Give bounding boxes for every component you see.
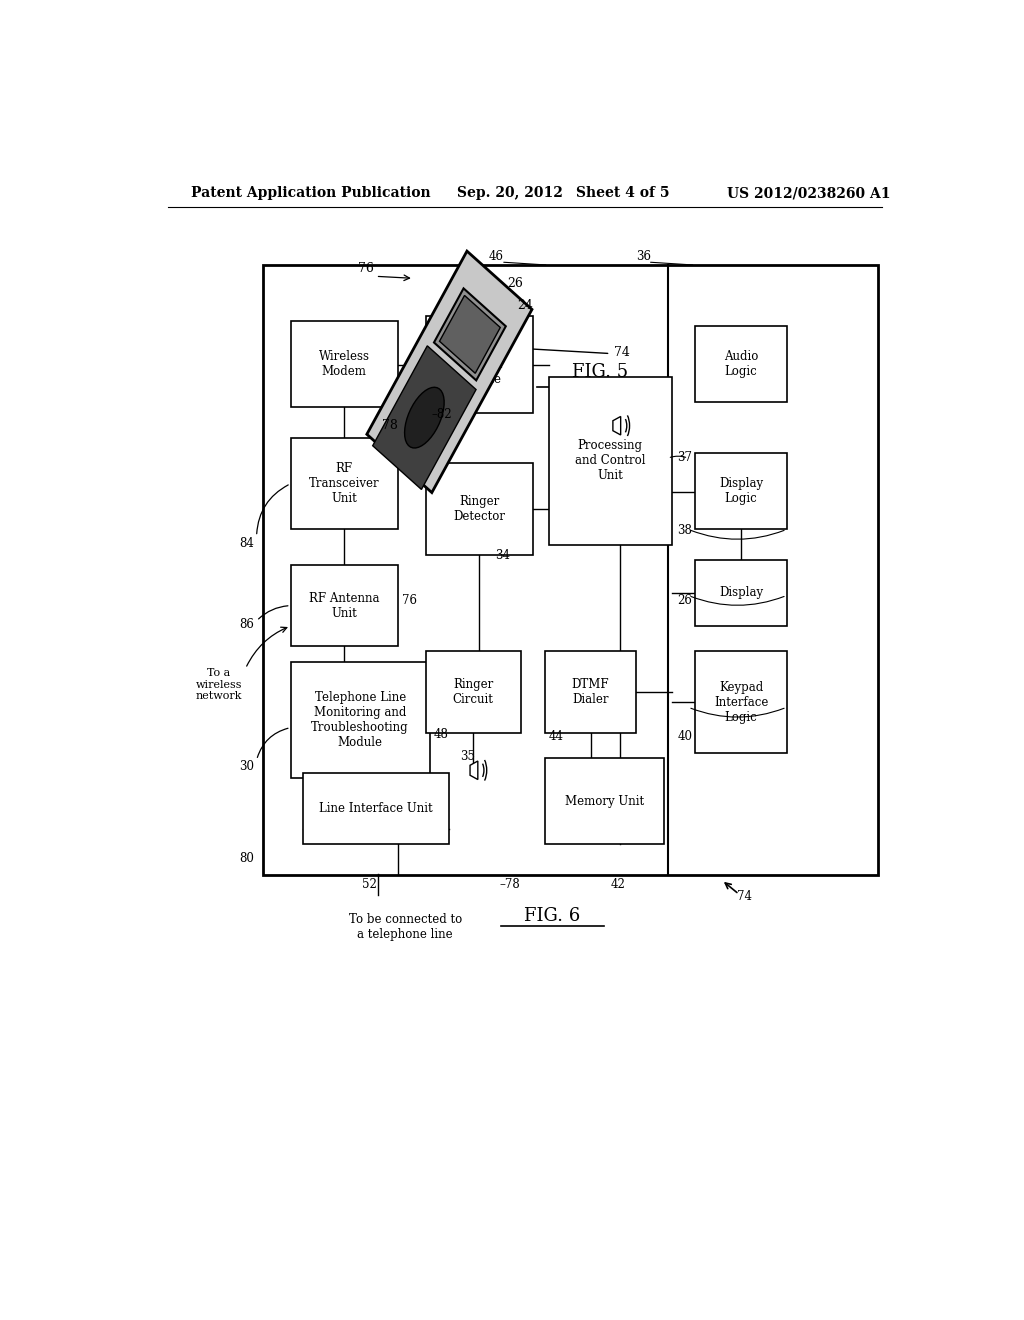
Text: Ringer
Detector: Ringer Detector <box>454 495 505 523</box>
Text: FIG. 6: FIG. 6 <box>524 907 581 924</box>
Text: Display
Logic: Display Logic <box>719 478 763 506</box>
Text: Memory Unit: Memory Unit <box>564 795 644 808</box>
Text: Telephone Line
Monitoring and
Troubleshooting
Module: Telephone Line Monitoring and Troublesho… <box>311 690 409 748</box>
Text: 84: 84 <box>240 537 254 549</box>
FancyBboxPatch shape <box>426 315 532 412</box>
Text: 76: 76 <box>358 263 374 276</box>
Text: Audio
Logic: Audio Logic <box>724 350 758 379</box>
Text: 24: 24 <box>517 298 532 312</box>
Text: RF
Transceiver
Unit: RF Transceiver Unit <box>309 462 380 506</box>
Polygon shape <box>439 296 501 374</box>
FancyBboxPatch shape <box>426 651 521 733</box>
Text: Line Interface Unit: Line Interface Unit <box>319 803 433 816</box>
Text: Web
Browser
Module: Web Browser Module <box>454 343 504 385</box>
Text: To be connected to
a telephone line: To be connected to a telephone line <box>348 912 462 941</box>
Polygon shape <box>367 251 532 492</box>
Polygon shape <box>613 417 621 436</box>
Text: 37: 37 <box>677 451 692 465</box>
Text: 26: 26 <box>677 594 692 607</box>
FancyBboxPatch shape <box>263 265 878 875</box>
Text: Display: Display <box>719 586 763 599</box>
Text: Patent Application Publication: Patent Application Publication <box>191 186 431 201</box>
Text: 30: 30 <box>240 760 254 774</box>
Text: RF Antenna
Unit: RF Antenna Unit <box>309 591 380 619</box>
FancyBboxPatch shape <box>291 321 397 408</box>
Text: DTMF
Dialer: DTMF Dialer <box>571 678 609 706</box>
Text: 42: 42 <box>610 878 626 891</box>
Text: 40: 40 <box>677 730 692 743</box>
FancyBboxPatch shape <box>426 463 532 554</box>
Text: –78: –78 <box>500 878 520 891</box>
Text: Keypad
Interface
Logic: Keypad Interface Logic <box>714 681 768 723</box>
Polygon shape <box>404 387 444 447</box>
Text: 74: 74 <box>737 891 753 903</box>
Text: 36: 36 <box>636 249 651 263</box>
FancyBboxPatch shape <box>291 661 430 779</box>
Text: Sheet 4 of 5: Sheet 4 of 5 <box>577 186 670 201</box>
Text: FIG. 5: FIG. 5 <box>572 363 629 381</box>
Text: Ringer
Circuit: Ringer Circuit <box>453 678 494 706</box>
Text: –82: –82 <box>431 408 452 421</box>
Text: 74: 74 <box>614 346 631 359</box>
FancyBboxPatch shape <box>695 651 786 752</box>
FancyBboxPatch shape <box>291 565 397 647</box>
Text: 35: 35 <box>460 750 475 763</box>
Polygon shape <box>470 762 478 780</box>
FancyBboxPatch shape <box>303 774 450 845</box>
Text: 80: 80 <box>240 851 254 865</box>
Text: 48: 48 <box>433 727 449 741</box>
Text: 76: 76 <box>401 594 417 607</box>
Text: 34: 34 <box>495 549 510 562</box>
FancyBboxPatch shape <box>695 453 786 529</box>
Text: To a
wireless
network: To a wireless network <box>196 668 242 701</box>
Text: 38: 38 <box>677 524 692 537</box>
Text: US 2012/0238260 A1: US 2012/0238260 A1 <box>727 186 891 201</box>
Text: Processing
and Control
Unit: Processing and Control Unit <box>574 440 645 482</box>
Text: 86: 86 <box>240 618 254 631</box>
Polygon shape <box>373 346 476 490</box>
FancyBboxPatch shape <box>695 326 786 403</box>
FancyBboxPatch shape <box>291 438 397 529</box>
Text: 46: 46 <box>489 249 504 263</box>
FancyBboxPatch shape <box>545 758 664 845</box>
Text: Sep. 20, 2012: Sep. 20, 2012 <box>458 186 563 201</box>
FancyBboxPatch shape <box>545 651 636 733</box>
FancyBboxPatch shape <box>549 378 672 545</box>
Text: Wireless
Modem: Wireless Modem <box>318 350 370 379</box>
Text: 26: 26 <box>507 277 523 290</box>
Text: 52: 52 <box>362 878 377 891</box>
Polygon shape <box>434 288 506 380</box>
Text: 44: 44 <box>549 730 563 743</box>
Text: 78: 78 <box>382 418 398 432</box>
FancyBboxPatch shape <box>695 560 786 626</box>
